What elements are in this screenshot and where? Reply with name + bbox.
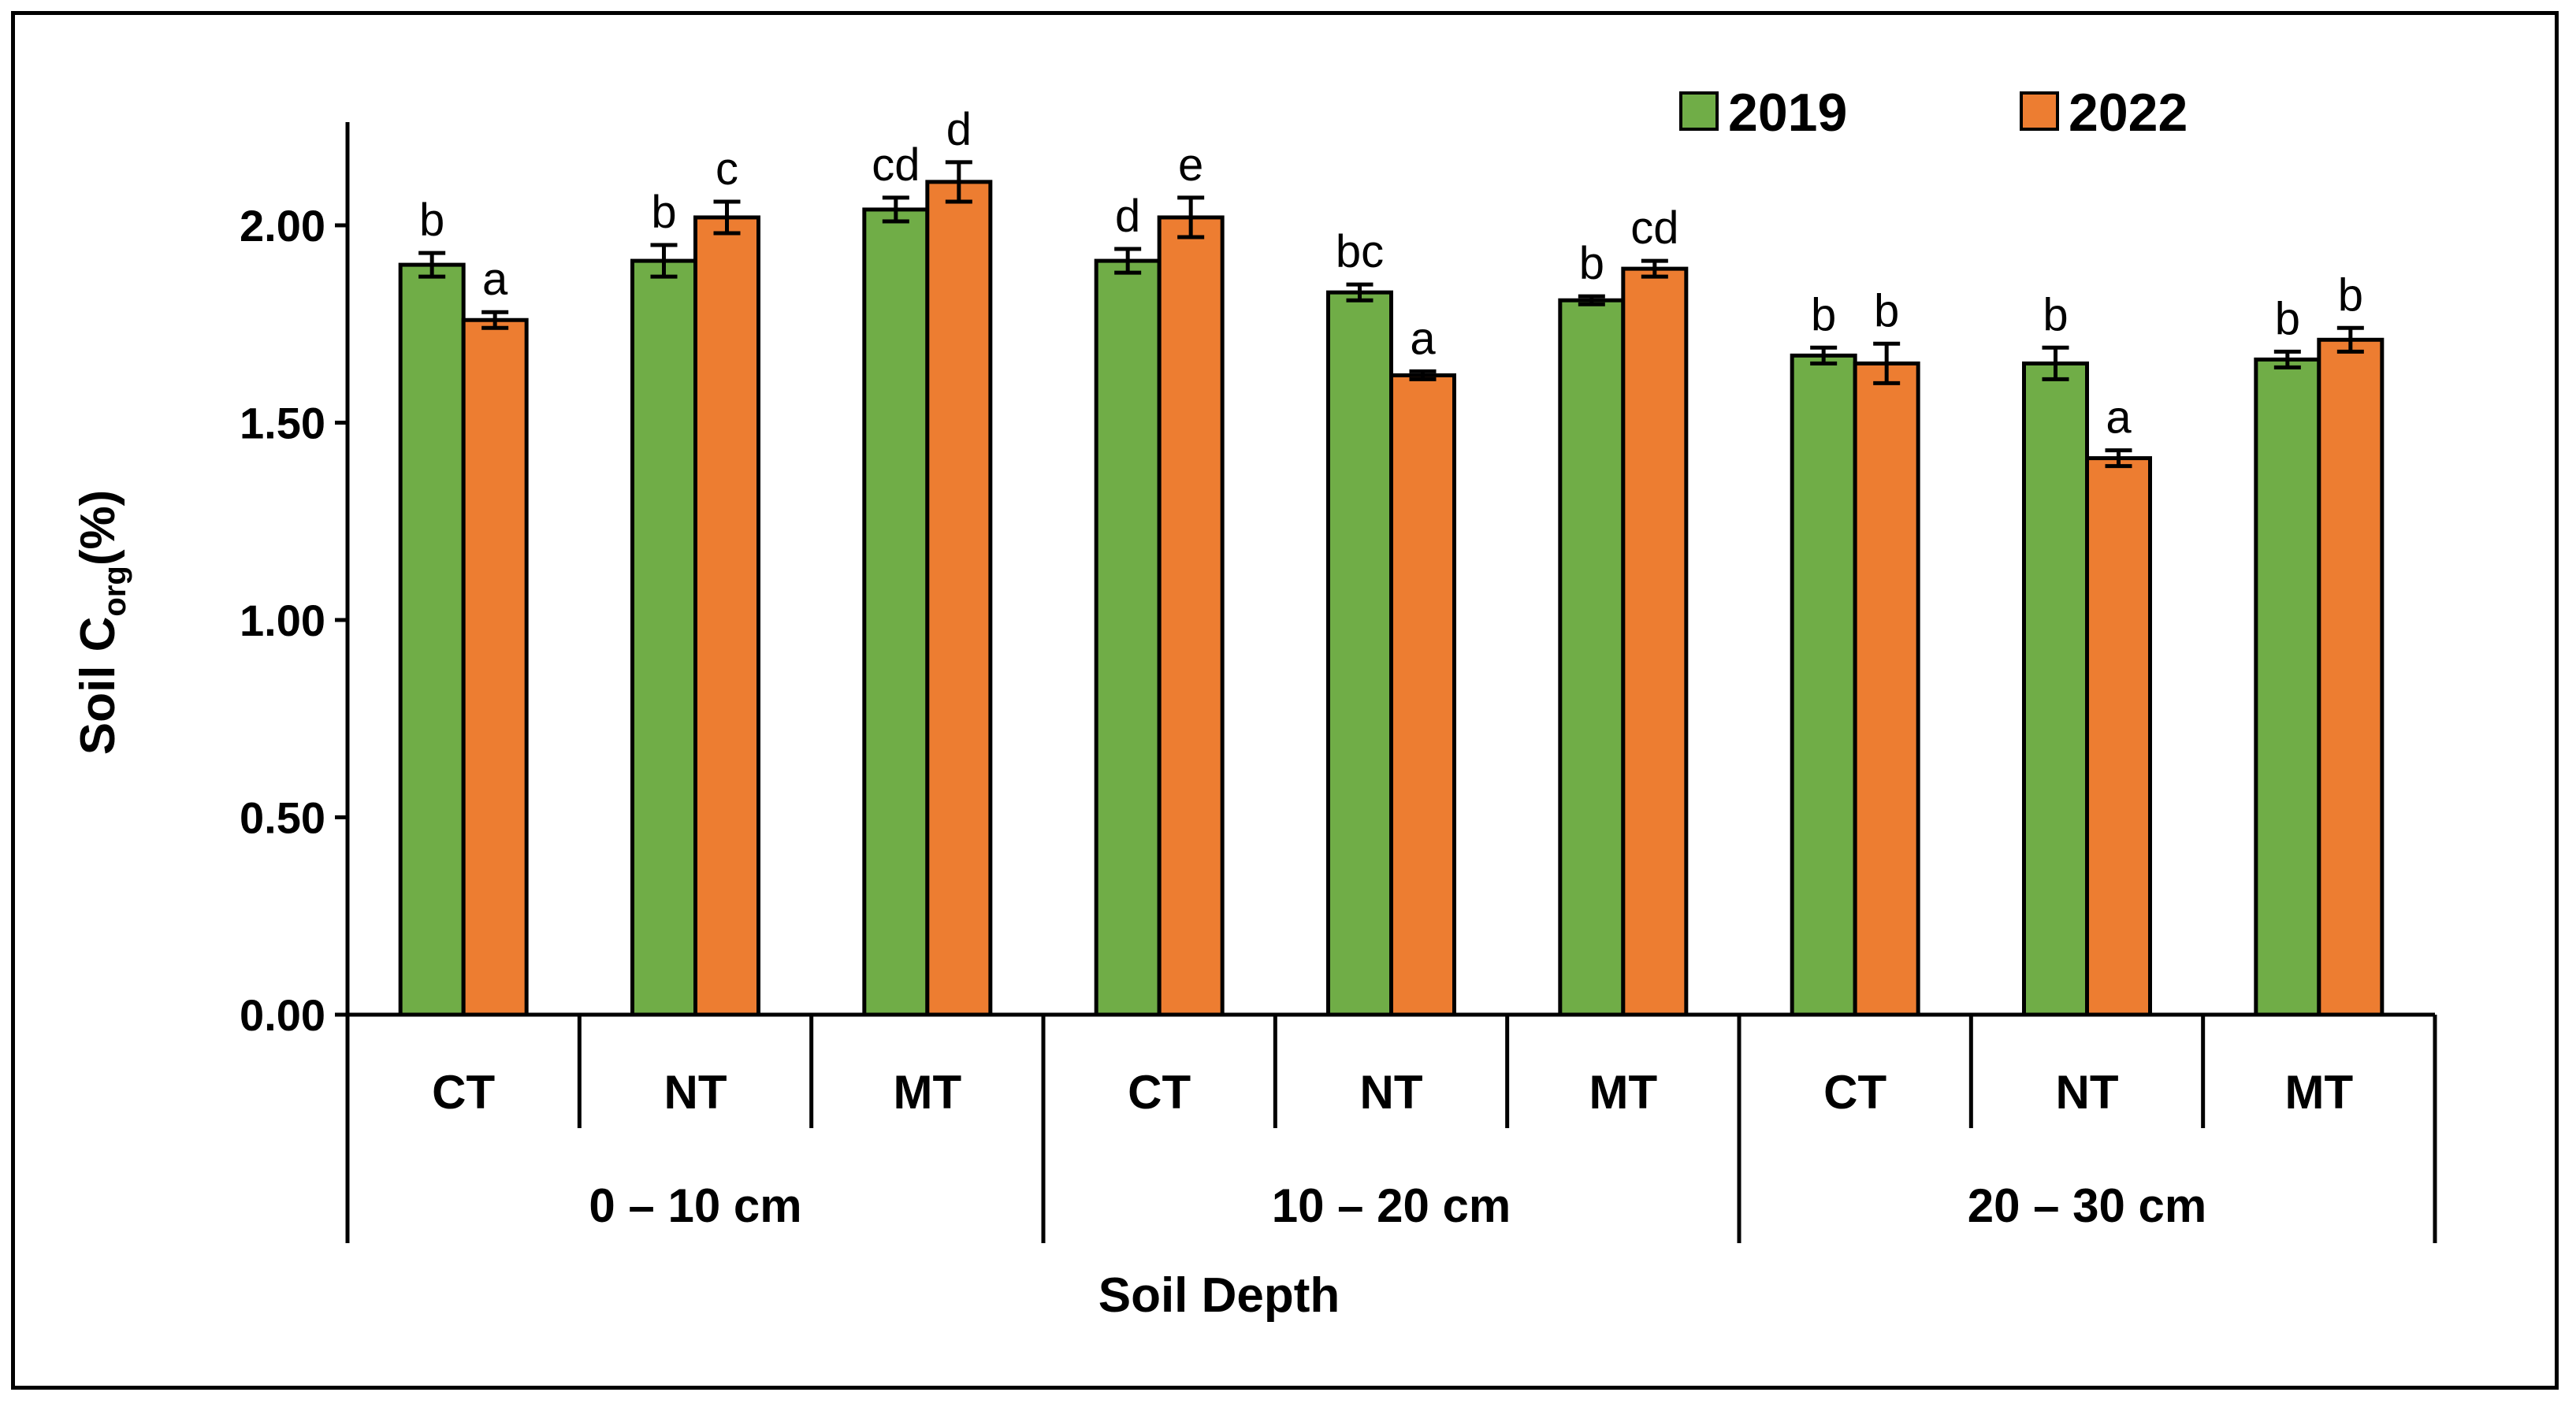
bar-2019-8 (2022, 361, 2089, 1017)
legend-swatch-2019 (1679, 91, 1719, 131)
bar-2019-5 (1326, 290, 1393, 1017)
y-tick-label-1: 0.50 (240, 793, 325, 843)
bar-2019-4 (1094, 258, 1162, 1017)
group-label-1: 0 – 10 cm (589, 1179, 801, 1232)
bar-2022-8 (2085, 456, 2152, 1017)
x-tick-label-6: MT (1589, 1066, 1658, 1119)
significance-label-2022-6: cd (1630, 202, 1678, 254)
bar-2019-7 (1790, 353, 1857, 1017)
significance-label-2022-2: c (716, 143, 738, 195)
x-tick-label-5: NT (1360, 1066, 1423, 1119)
legend: 2019 2022 (1679, 83, 2188, 143)
x-tick-label-4: CT (1128, 1066, 1191, 1119)
bar-2022-7 (1853, 361, 1920, 1017)
y-axis-label-sub: org (98, 566, 132, 616)
legend-label-2019: 2019 (1728, 83, 1847, 143)
significance-label-2019-7: b (1811, 289, 1836, 340)
significance-label-2022-9: b (2338, 269, 2363, 321)
significance-label-2022-1: a (482, 254, 508, 305)
legend-swatch-2022 (2020, 91, 2059, 131)
bar-2019-2 (630, 258, 697, 1017)
significance-label-2022-8: a (2106, 392, 2132, 444)
x-axis-label: Soil Depth (1098, 1268, 1340, 1323)
y-tick-label-2: 1.00 (240, 596, 325, 645)
x-tick-label-8: NT (2056, 1066, 2119, 1119)
x-tick-label-2: NT (664, 1066, 727, 1119)
y-tick-label-0: 0.00 (240, 990, 325, 1040)
group-label-3: 20 – 30 cm (1968, 1179, 2207, 1232)
bar-2019-6 (1558, 298, 1626, 1017)
significance-label-2022-7: b (1874, 285, 1899, 336)
bar-2022-9 (2317, 337, 2385, 1017)
bar-2022-6 (1621, 266, 1689, 1017)
y-tick-label-3: 1.50 (240, 399, 325, 448)
y-axis-label-main: Soil C (71, 617, 125, 755)
bar-2019-1 (398, 262, 466, 1017)
x-tick-label-7: CT (1823, 1066, 1886, 1119)
y-axis-label: Soil Corg(%) (71, 490, 132, 755)
significance-label-2019-5: bc (1336, 226, 1384, 277)
significance-label-2019-3: cd (872, 139, 920, 191)
significance-label-2019-2: b (651, 187, 676, 238)
axes-layer: 0.00 0.50 1.00 1.50 2.00 CT NT MT CT NT MT CT NT MT 0 … (240, 122, 2437, 1243)
bar-2019-3 (862, 207, 930, 1017)
x-tick-label-1: CT (432, 1066, 495, 1119)
y-axis-label-unit: (%) (71, 490, 125, 566)
x-tick-label-9: MT (2285, 1066, 2354, 1119)
significance-label-2022-4: e (1178, 139, 1203, 191)
significance-label-2019-1: b (419, 195, 444, 246)
bar-2022-5 (1389, 373, 1456, 1017)
group-label-2: 10 – 20 cm (1272, 1179, 1511, 1232)
significance-label-2019-8: b (2043, 289, 2068, 340)
bar-2022-3 (925, 180, 993, 1017)
significance-label-2019-9: b (2275, 293, 2300, 344)
x-tick-label-3: MT (894, 1066, 962, 1119)
y-tick-label-4: 2.00 (240, 201, 325, 251)
bar-2022-2 (693, 215, 760, 1017)
bar-2019-9 (2254, 357, 2321, 1017)
significance-label-2022-5: a (1410, 313, 1436, 364)
bar-2022-4 (1157, 215, 1225, 1017)
legend-label-2022: 2022 (2069, 83, 2188, 143)
bar-2022-1 (461, 317, 529, 1017)
significance-label-2019-4: d (1115, 191, 1140, 242)
significance-label-2022-3: d (946, 104, 972, 155)
significance-label-2019-6: b (1579, 238, 1604, 289)
